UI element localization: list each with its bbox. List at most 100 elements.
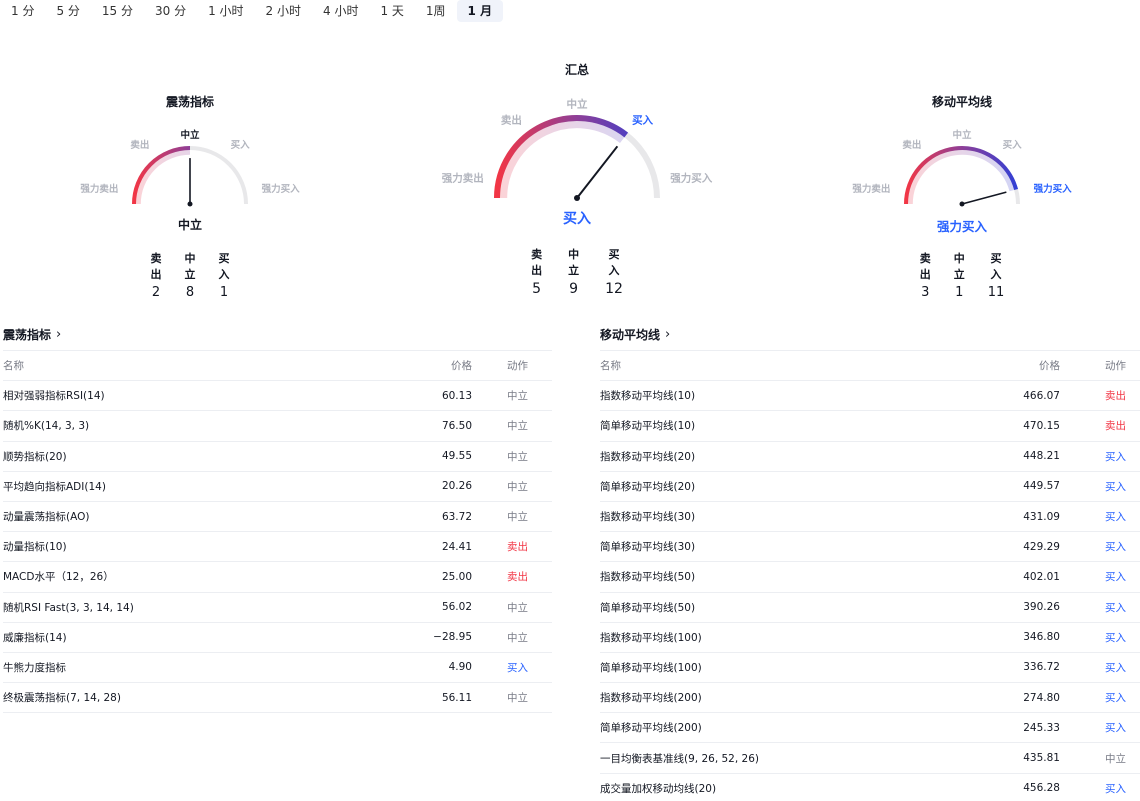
indicator-value: 456.28 (1023, 782, 1060, 795)
indicator-name: 指数移动平均线(20) (600, 450, 696, 463)
indicator-action: 卖出 (1105, 420, 1126, 433)
count-label: 卖出 (531, 248, 543, 277)
count-value: 3 (921, 285, 930, 300)
gauge-label-neutral: 中立 (566, 98, 588, 111)
table-row: 指数移动平均线(30) 431.09 买入 (600, 502, 1140, 533)
moving-averages-section: 移动平均线 › 名称 价格 动作 指数移动平均线(10) 466.07 卖出 简单移动… (600, 320, 1140, 801)
gauge-label-strong-sell: 强力卖出 (80, 184, 119, 196)
gauge-counts: 卖出 3 中立 1 买入 11 (920, 250, 1005, 300)
gauge-count-neutral: 中立 9 (568, 246, 579, 297)
gauge-label-neutral: 中立 (952, 130, 972, 141)
indicator-name: 简单移动平均线(10) (600, 420, 696, 433)
indicator-action: 中立 (507, 450, 528, 463)
count-label: 买入 (990, 252, 1002, 281)
gauge-title: 震荡指标 (165, 95, 215, 109)
count-value: 1 (955, 285, 964, 300)
indicator-name: 平均趋向指标ADI(14) (3, 480, 106, 493)
indicator-action: 卖出 (507, 571, 528, 584)
indicator-value: 245.33 (1023, 721, 1060, 734)
tab-timeframe[interactable]: 1 小时 (208, 4, 244, 18)
indicator-value: 431.09 (1023, 510, 1060, 523)
indicator-name: 指数移动平均线(10) (600, 390, 696, 403)
indicator-action: 买入 (1105, 571, 1126, 584)
indicator-value: 4.90 (448, 661, 472, 674)
count-value: 12 (605, 281, 623, 297)
chevron-right-icon: › (665, 327, 671, 342)
gauge-label-buy: 买入 (1002, 140, 1022, 152)
gauge-label-neutral: 中立 (180, 130, 200, 141)
indicator-action: 中立 (507, 601, 528, 614)
table-row: 简单移动平均线(50) 390.26 买入 (600, 593, 1140, 623)
indicator-name: 相对强弱指标RSI(14) (3, 390, 105, 403)
gauge-count-neutral: 中立 8 (185, 250, 196, 300)
indicator-name: MACD水平（12，26） (3, 571, 114, 584)
gauge-label-strong-sell: 强力卖出 (441, 172, 484, 185)
table-row: 一目均衡表基准线(9, 26, 52, 26) 435.81 中立 (600, 743, 1140, 774)
gauge-dial-icon (494, 115, 660, 201)
indicator-name: 终极震荡指标(7, 14, 28) (3, 692, 121, 705)
moving-averages-table: 名称 价格 动作 指数移动平均线(10) 466.07 卖出 简单移动平均线(10) 4… (600, 350, 1140, 801)
gauge-count-sell: 卖出 3 (920, 250, 931, 300)
tab-timeframe[interactable]: 1周 (425, 4, 446, 18)
gauge-counts: 卖出 5 中立 9 买入 12 (531, 246, 623, 297)
table-header-row: 名称 价格 动作 (600, 351, 1140, 382)
table-row: 相对强弱指标RSI(14) 60.13 中立 (3, 381, 552, 412)
table-row: 简单移动平均线(200) 245.33 买入 (600, 713, 1140, 744)
table-row: 动量指标(10) 24.41 卖出 (3, 532, 552, 563)
oscillators-section-link[interactable]: 震荡指标 › (3, 320, 61, 350)
indicator-name: 威廉指标(14) (3, 631, 67, 644)
indicator-value: 435.81 (1023, 752, 1060, 765)
gauge-count-buy: 买入 11 (988, 250, 1005, 300)
indicator-value: 466.07 (1023, 389, 1060, 402)
tab-timeframe[interactable]: 15 分 (101, 4, 133, 18)
table-row: 指数移动平均线(20) 448.21 买入 (600, 442, 1140, 472)
gauge-label-sell: 卖出 (500, 114, 522, 127)
tab-timeframe[interactable]: 30 分 (155, 4, 187, 18)
moving-averages-section-link[interactable]: 移动平均线 › (600, 320, 670, 350)
indicator-value: 346.80 (1023, 631, 1060, 644)
indicator-action: 中立 (1105, 752, 1126, 765)
gauge-count-buy: 买入 12 (605, 246, 623, 297)
tab-timeframe[interactable]: 5 分 (56, 4, 80, 18)
indicator-action: 买入 (1105, 480, 1126, 493)
indicator-action: 中立 (507, 420, 528, 433)
gauge-label-strong-buy: 强力买入 (261, 184, 300, 196)
gauge-dial-icon (904, 146, 1020, 207)
indicator-name: 简单移动平均线(200) (600, 722, 702, 735)
indicator-value: 25.00 (441, 570, 472, 583)
moving-averages-section-title: 移动平均线 (600, 328, 661, 342)
count-value: 5 (532, 281, 542, 297)
indicator-value: 20.26 (441, 480, 472, 493)
table-row: 动量震荡指标(AO) 63.72 中立 (3, 502, 552, 533)
tab-timeframe[interactable]: 2 小时 (265, 4, 301, 18)
tab-timeframe[interactable]: 1 天 (380, 4, 404, 18)
indicator-name: 简单移动平均线(100) (600, 661, 702, 674)
oscillators-section: 震荡指标 › 名称 价格 动作 相对强弱指标RSI(14) 60.13 中立 随机%K… (3, 320, 552, 714)
column-header-action: 动作 (507, 360, 528, 373)
column-header-name: 名称 (3, 360, 24, 373)
indicator-action: 买入 (1105, 631, 1126, 644)
tab-timeframe[interactable]: 1 分 (11, 4, 35, 18)
indicator-action: 卖出 (1105, 390, 1126, 403)
indicator-action: 买入 (1105, 601, 1126, 614)
indicator-value: 76.50 (441, 419, 472, 432)
gauge-label-buy: 买入 (230, 140, 250, 152)
indicator-action: 买入 (1105, 782, 1126, 795)
indicator-value: 56.02 (441, 601, 472, 614)
gauge-count-sell: 卖出 2 (151, 250, 162, 300)
tab-timeframe[interactable]: 1 月 (456, 0, 504, 22)
table-row: 指数移动平均线(10) 466.07 卖出 (600, 381, 1140, 412)
timeframe-tabs: 1 分 5 分 15 分 30 分 1 小时 2 小时 4 小时 1 天 1周 1 月 (0, 0, 504, 22)
indicator-value: 448.21 (1023, 450, 1060, 463)
indicator-action: 买入 (1105, 661, 1126, 674)
column-header-action: 动作 (1105, 360, 1126, 373)
count-value: 2 (151, 285, 161, 300)
gauge-label-strong-buy: 强力买入 (1033, 184, 1072, 196)
gauge-title: 汇总 (564, 63, 590, 77)
table-row: 简单移动平均线(30) 429.29 买入 (600, 532, 1140, 563)
indicator-name: 成交量加权移动均线(20) (600, 782, 717, 795)
table-row: MACD水平（12，26） 25.00 卖出 (3, 562, 552, 593)
indicator-value: 402.01 (1023, 570, 1060, 583)
indicator-name: 动量指标(10) (3, 541, 67, 554)
tab-timeframe[interactable]: 4 小时 (323, 4, 359, 18)
